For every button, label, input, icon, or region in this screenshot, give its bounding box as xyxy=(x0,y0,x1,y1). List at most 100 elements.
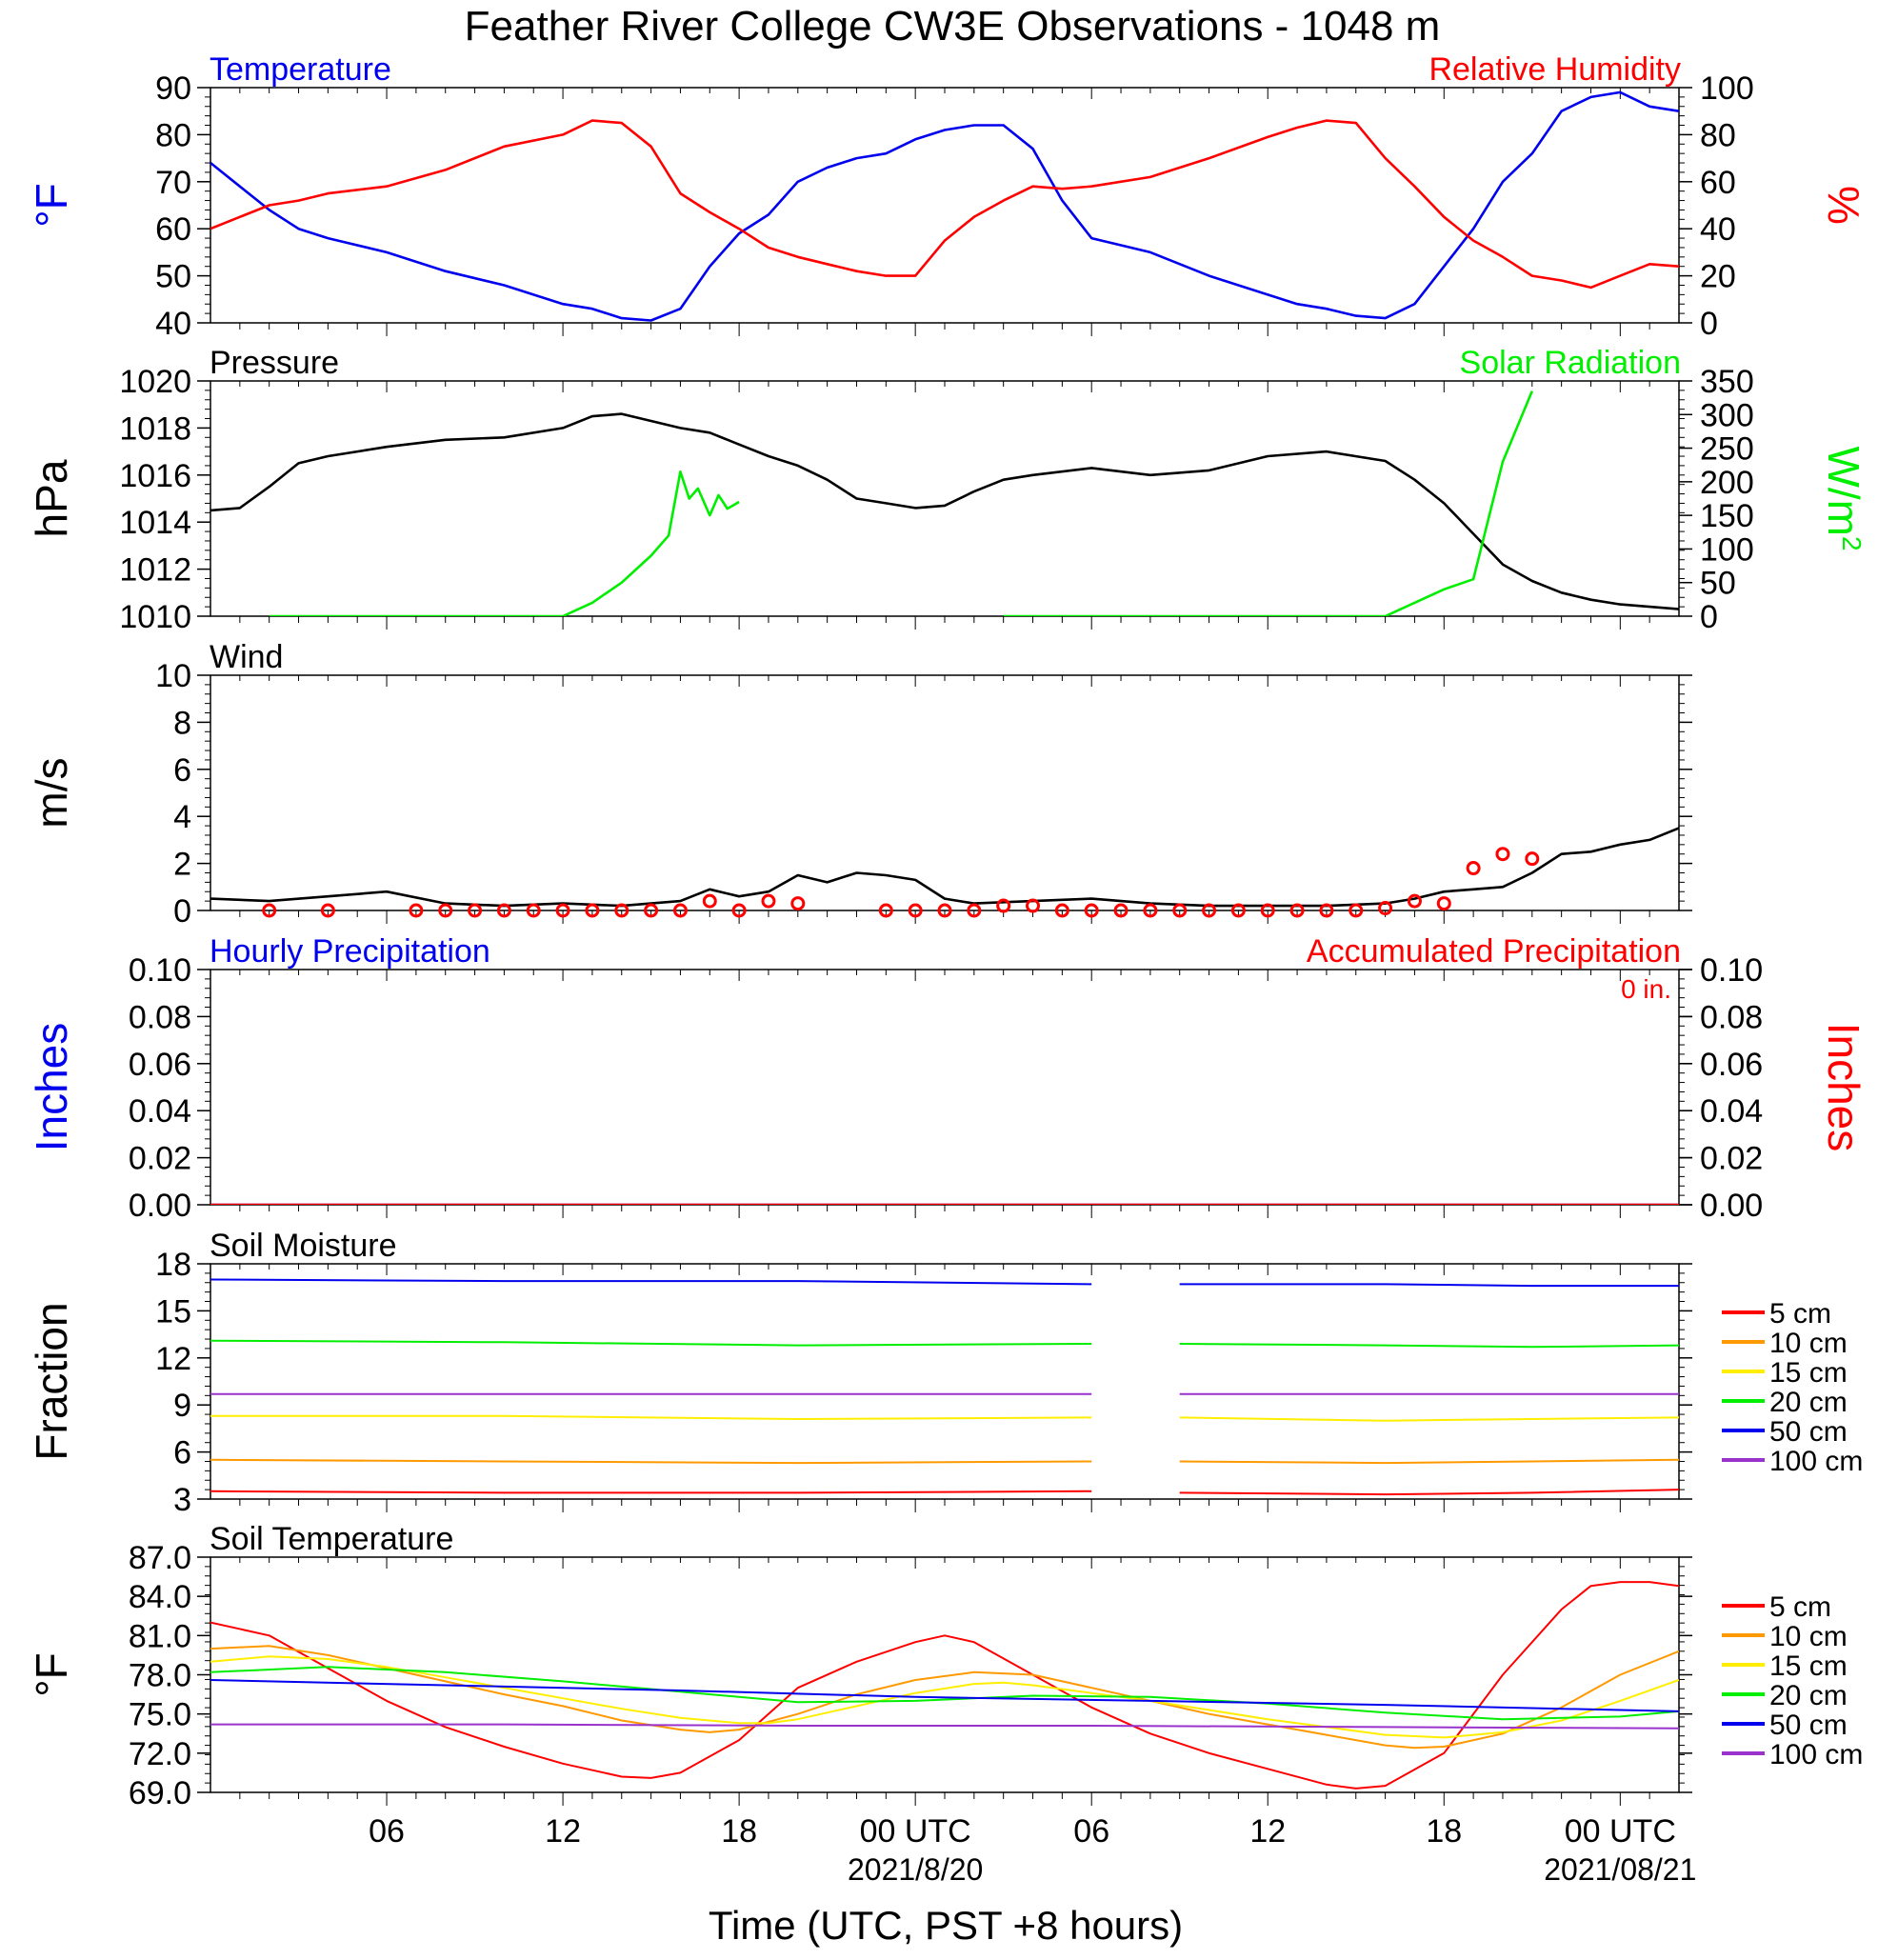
y-tick-label-right: 250 xyxy=(1700,431,1754,468)
y-tick-label-left: 84.0 xyxy=(129,1579,191,1615)
wind-barb-marker xyxy=(702,893,717,909)
wind-barb-marker xyxy=(262,903,277,918)
wind-barb-marker xyxy=(1260,903,1275,918)
wind-barb-marker xyxy=(1084,903,1099,918)
x-tick-date-label: 2021/08/21 xyxy=(1544,1852,1696,1887)
y-tick-label-left: 70 xyxy=(155,165,191,201)
y-tick-label-left: 87.0 xyxy=(129,1540,191,1576)
y-tick-label-left: 80 xyxy=(155,117,191,153)
y-axis-label-left: °F xyxy=(27,183,76,228)
y-tick-label-left: 40 xyxy=(155,306,191,342)
wind-barb-marker xyxy=(1436,896,1451,911)
wind-barb-marker xyxy=(878,903,893,918)
wind-barb-marker xyxy=(1026,898,1041,913)
y-tick-label-left: 4 xyxy=(173,799,191,835)
x-tick-label: 12 xyxy=(545,1813,581,1850)
wind-barb-marker xyxy=(731,903,747,918)
wind-barb-marker xyxy=(438,903,453,918)
series-line-relative-humidity xyxy=(210,119,1679,290)
panel-frame xyxy=(210,969,1680,1206)
y-tick-label-left: 8 xyxy=(173,705,191,741)
series-line-10-cm xyxy=(210,1458,1679,1465)
wind-barb-marker xyxy=(526,903,541,918)
y-tick-label-left: 18 xyxy=(155,1247,191,1283)
y-tick-label-left: 6 xyxy=(173,1435,191,1471)
wind-barb-marker xyxy=(1113,903,1129,918)
panel-frame xyxy=(210,1263,1680,1500)
wind-barb-marker xyxy=(908,903,923,918)
panel-title-left: Pressure xyxy=(210,345,339,381)
wind-barb-marker xyxy=(937,903,952,918)
y-tick-label-left: 3 xyxy=(173,1482,191,1518)
y-tick-label-right: 0 xyxy=(1700,306,1718,342)
panel-precip: 0.00 0.02 0.04 0.06 0.08 0.10 0.00 0.02 0.04 0.06… xyxy=(27,933,1868,1224)
series-line-5-cm xyxy=(210,1581,1679,1790)
x-tick-label: 00 UTC xyxy=(1565,1813,1676,1850)
legend-label: 5 cm xyxy=(1769,1298,1831,1330)
series-line-temperature xyxy=(210,90,1679,322)
y-axis-label-left: °F xyxy=(27,1652,76,1697)
y-tick-label-left: 6 xyxy=(173,752,191,789)
panel-title-left: Soil Moisture xyxy=(210,1228,397,1264)
legend-label: 15 cm xyxy=(1769,1650,1848,1682)
y-tick-label-left: 0.06 xyxy=(129,1047,191,1083)
series-line-20-cm xyxy=(210,1339,1679,1349)
y-tick-label-left: 9 xyxy=(173,1388,191,1424)
panel-soil-temp: 69.072.075.078.0 81.084.087.0 Soil Tempera… xyxy=(27,1521,1863,1811)
panel-title-right: Accumulated Precipitation xyxy=(1307,933,1681,970)
wind-barb-marker xyxy=(1349,903,1364,918)
panel-temp-rh: 40 50 60 70 80 90 0 20 40 60 80 100 Temperature Relat… xyxy=(27,51,1868,342)
y-axis-label-left: Fraction xyxy=(27,1302,76,1460)
y-tick-label-left: 1012 xyxy=(119,552,191,589)
legend-label: 100 cm xyxy=(1769,1446,1863,1477)
legend-label: 10 cm xyxy=(1769,1621,1848,1652)
precip-total-annotation: 0 in. xyxy=(1621,974,1671,1004)
y-tick-label-left: 15 xyxy=(155,1293,191,1330)
wind-barb-marker xyxy=(1407,893,1422,909)
series-line-solar-radiation xyxy=(269,470,740,616)
series-line-wind xyxy=(210,827,1679,908)
legend-label: 15 cm xyxy=(1769,1357,1848,1389)
wind-barb-marker xyxy=(1378,901,1393,916)
y-axis-label-right: % xyxy=(1819,186,1868,225)
y-tick-label-left: 0.02 xyxy=(129,1141,191,1177)
legend-label: 5 cm xyxy=(1769,1591,1831,1623)
y-tick-label-left: 69.0 xyxy=(129,1775,191,1811)
legend-label: 100 cm xyxy=(1769,1739,1863,1770)
y-tick-label-right: 0.02 xyxy=(1700,1141,1763,1177)
wind-barb-marker xyxy=(1230,903,1246,918)
x-tick-label: 12 xyxy=(1249,1813,1286,1850)
series-line-solar-radiation xyxy=(1003,390,1534,616)
x-tick-label: 00 UTC xyxy=(860,1813,971,1850)
y-tick-label-left: 90 xyxy=(155,70,191,107)
wind-barb-marker xyxy=(761,893,776,909)
y-tick-label-left: 50 xyxy=(155,259,191,295)
panel-title-right: Solar Radiation xyxy=(1460,345,1681,381)
legend-label: 10 cm xyxy=(1769,1328,1848,1359)
wind-barb-marker xyxy=(614,903,629,918)
y-tick-label-left: 75.0 xyxy=(129,1697,191,1733)
y-tick-label-right: 200 xyxy=(1700,465,1754,501)
panel-frame xyxy=(210,380,1680,617)
wind-barb-marker xyxy=(1202,903,1217,918)
y-tick-label-left: 0.08 xyxy=(129,999,191,1035)
wind-barb-marker xyxy=(1495,847,1510,862)
x-tick-label: 06 xyxy=(1073,1813,1109,1850)
y-tick-label-right: 0.10 xyxy=(1700,952,1763,989)
wind-barb-marker xyxy=(1172,903,1188,918)
y-tick-label-right: 0.08 xyxy=(1700,999,1763,1035)
y-tick-label-right: 100 xyxy=(1700,70,1754,107)
panel-wind: 0 2 4 6 8 10 Wind m/s xyxy=(27,639,1692,930)
y-tick-label-left: 0.10 xyxy=(129,952,191,989)
figure-title: Feather River College CW3E Observations … xyxy=(465,3,1441,50)
panel-title-right: Relative Humidity xyxy=(1428,51,1681,88)
wind-barb-marker xyxy=(644,903,659,918)
y-tick-label-right: 40 xyxy=(1700,211,1736,248)
wind-barb-marker xyxy=(1319,903,1334,918)
series-line-pressure xyxy=(210,412,1679,610)
y-tick-label-right: 50 xyxy=(1700,566,1736,602)
series-line-100-cm xyxy=(210,1723,1679,1730)
y-tick-label-left: 1014 xyxy=(119,505,191,541)
y-axis-label-right: W/m2 xyxy=(1819,446,1868,550)
